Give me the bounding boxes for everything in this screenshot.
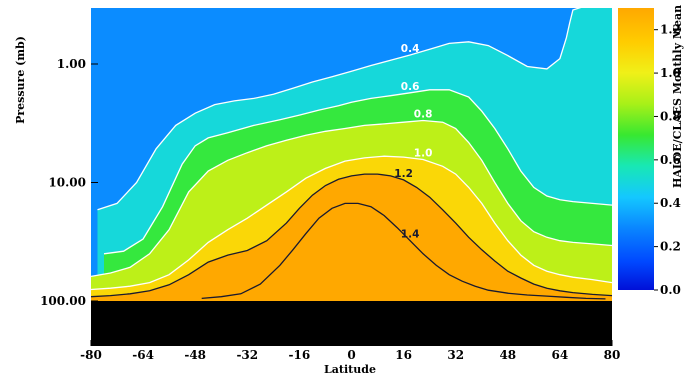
contour-1.0 (91, 155, 612, 291)
y-axis: 1.00 10.00 100.00 (40, 57, 98, 308)
colorbar-tick-label: 0.8 (660, 109, 681, 123)
x-axis-label: Latitude (324, 363, 376, 376)
contour-1.4 (201, 202, 606, 300)
missing-data-region (91, 301, 612, 346)
contour-1.2 (91, 173, 612, 298)
contour-label-1.2: 1.2 (394, 168, 413, 180)
colorbar-ticks: 0.0 0.2 0.4 0.6 0.8 1.0 1.2 (654, 23, 681, 297)
colorbar-scale (618, 8, 654, 290)
x-tick-label: -32 (236, 348, 258, 362)
colorbar-tick-label: 0.6 (660, 153, 681, 167)
contour-label-0.6: 0.6 (401, 81, 420, 93)
y-axis-label: Pressure (mb) (14, 36, 27, 124)
colorbar-label: HALOE/CLAES Monthly Mean (671, 5, 684, 188)
colorbar-tick-label: 0.0 (660, 283, 681, 297)
x-tick-label: 64 (552, 348, 569, 362)
y-tick-label: 10.00 (48, 176, 86, 190)
colorbar: 0.0 0.2 0.4 0.6 0.8 1.0 1.2 HALOE/CLAES Monthl… (618, 5, 684, 297)
x-axis: -80 -64 -48 -32 -16 0 16 32 48 64 80 (80, 340, 620, 362)
y-tick-label: 1.00 (57, 57, 86, 71)
colorbar-tick-label: 0.2 (660, 240, 681, 254)
colorbar-tick-label: 1.0 (660, 66, 681, 80)
contour-label-1.0: 1.0 (414, 148, 433, 160)
contour-label-0.4: 0.4 (401, 43, 420, 55)
contour-0.8 (91, 119, 612, 278)
x-tick-label: -48 (184, 348, 206, 362)
x-tick-label: 80 (604, 348, 621, 362)
x-tick-label: -64 (132, 348, 154, 362)
colorbar-tick-label: 1.2 (660, 23, 681, 37)
x-tick-label: 0 (347, 348, 355, 362)
color-bands (91, 8, 612, 346)
plot-area (91, 8, 612, 346)
x-tick-label: -16 (289, 348, 311, 362)
x-tick-label: 16 (395, 348, 412, 362)
colorbar-tick-label: 0.4 (660, 196, 681, 210)
y-tick-label: 100.00 (40, 294, 86, 308)
x-tick-label: 48 (499, 348, 516, 362)
contour-lines (91, 8, 612, 300)
contour-0.4 (97, 8, 582, 211)
contour-0.6 (103, 89, 612, 255)
x-tick-label: 32 (447, 348, 464, 362)
x-tick-label: -80 (80, 348, 102, 362)
contour-label-0.8: 0.8 (414, 109, 433, 121)
contour-labels: 0.4 0.6 0.8 1.01.2 1.4 (394, 43, 432, 241)
contour-label-1.4: 1.4 (401, 229, 420, 241)
